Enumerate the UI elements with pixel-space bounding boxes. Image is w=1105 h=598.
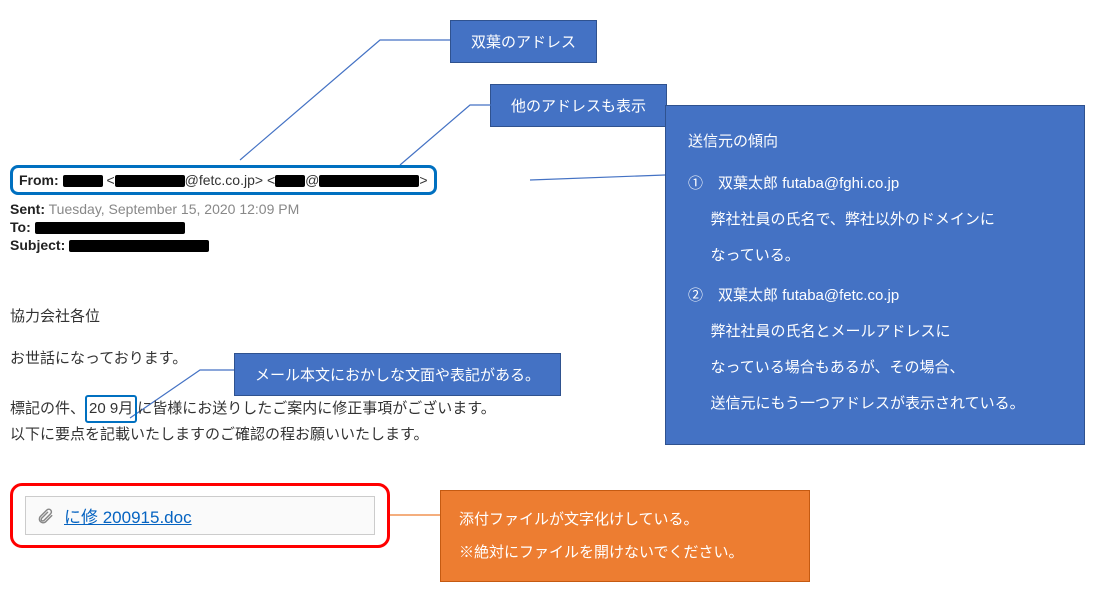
sender-item2-line4: 送信元にもう一つアドレスが表示されている。 <box>711 386 1063 422</box>
paperclip-icon <box>36 507 54 525</box>
to-label: To: <box>10 219 31 235</box>
attachment-warning-box: 添付ファイルが文字化けしている。 ※絶対にファイルを開けないでください。 <box>440 490 810 582</box>
to-line: To: <box>10 219 185 235</box>
sender-item2-line3: なっている場合もあるが、その場合、 <box>711 350 1063 386</box>
redact <box>63 175 103 187</box>
email-body: 協力会社各位 お世話になっております。 標記の件、20 9月に皆様にお送りしたご… <box>10 305 496 447</box>
sender-item-1: ① 双葉太郎 futaba@fghi.co.jp 弊社社員の氏名で、弊社以外のド… <box>688 166 1062 274</box>
orange-line1: 添付ファイルが文字化けしている。 <box>459 503 791 536</box>
sender-item1-num: ① <box>688 175 703 192</box>
body-line2b: に皆様にお送りしたご案内に修正事項がございます。 <box>137 400 496 417</box>
redact <box>319 175 419 187</box>
sent-label: Sent: <box>10 201 45 217</box>
redact <box>275 175 305 187</box>
attachment-highlight-box: に修 200915.doc <box>10 483 390 548</box>
redact <box>115 175 185 187</box>
sender-item-2: ② 双葉太郎 futaba@fetc.co.jp 弊社社員の氏名とメールアドレス… <box>688 278 1062 422</box>
attachment-link[interactable]: に修 200915.doc <box>64 503 192 528</box>
body-boxed-text: 20 9月 <box>85 395 137 423</box>
sender-item1-line3: なっている。 <box>711 238 1063 274</box>
callout-text: 双葉のアドレス <box>471 34 576 51</box>
from-line: From: <@fetc.co.jp> <@> <box>19 172 428 188</box>
orange-line2: ※絶対にファイルを開けないでください。 <box>459 536 791 569</box>
sender-tendency-box: 送信元の傾向 ① 双葉太郎 futaba@fghi.co.jp 弊社社員の氏名で… <box>665 105 1085 445</box>
sender-item1-line1: 双葉太郎 futaba@fghi.co.jp <box>718 175 899 192</box>
subject-line: Subject: <box>10 237 209 253</box>
sender-item2-line1: 双葉太郎 futaba@fetc.co.jp <box>718 287 899 304</box>
body-line1: お世話になっております。 <box>10 350 187 367</box>
body-line2: 標記の件、20 9月に皆様にお送りしたご案内に修正事項がございます。 <box>10 395 496 423</box>
from-highlight-box: From: <@fetc.co.jp> <@> <box>10 165 437 195</box>
sent-line: Sent: Tuesday, September 15, 2020 12:09 … <box>10 201 299 217</box>
from-domain: @fetc.co.jp> <box>185 172 263 188</box>
sender-item2-num: ② <box>688 287 703 304</box>
body-greeting: 協力会社各位 <box>10 305 496 329</box>
attachment-row[interactable]: に修 200915.doc <box>25 496 375 535</box>
sender-title: 送信元の傾向 <box>688 124 1062 160</box>
sender-item2-line2: 弊社社員の氏名とメールアドレスに <box>711 314 1063 350</box>
from-label: From: <box>19 172 59 188</box>
body-line3: 以下に要点を記載いたしますのご確認の程お願いいたします。 <box>10 423 496 447</box>
sender-item1-line2: 弊社社員の氏名で、弊社以外のドメインに <box>711 202 1063 238</box>
callout-address-1: 双葉のアドレス <box>450 20 597 63</box>
callout-text: 他のアドレスも表示 <box>511 98 646 115</box>
callout-address-2: 他のアドレスも表示 <box>490 84 667 127</box>
redact <box>69 240 209 252</box>
subject-label: Subject: <box>10 237 65 253</box>
body-line2a: 標記の件、 <box>10 400 85 417</box>
redact <box>35 222 185 234</box>
sent-value: Tuesday, September 15, 2020 12:09 PM <box>49 201 300 217</box>
